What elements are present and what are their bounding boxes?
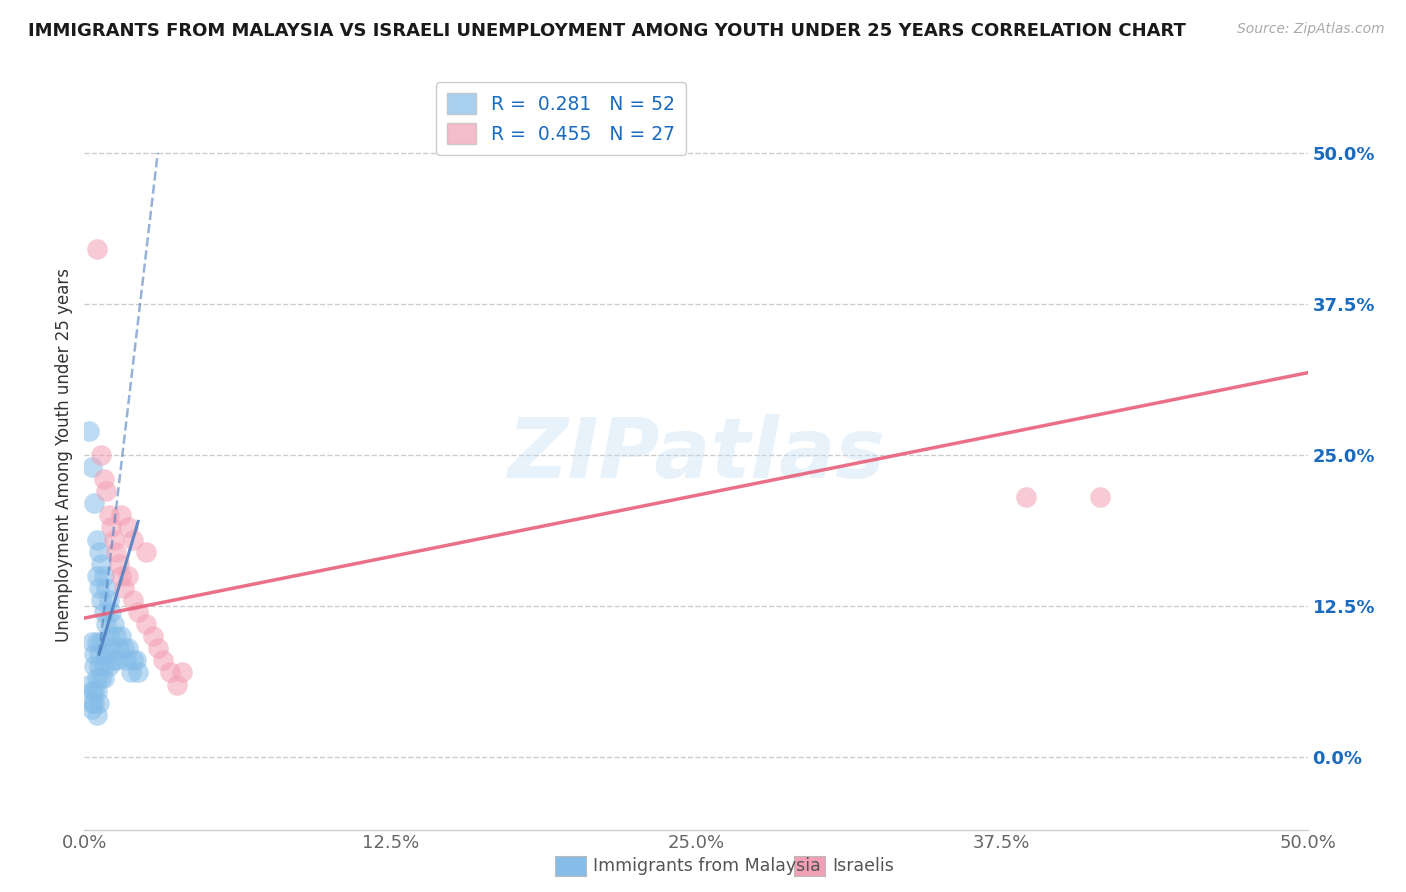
Point: [80, 460, 103, 475]
Point: [135, 544, 157, 558]
Point: [97, 593, 120, 607]
Point: [166, 677, 188, 691]
Point: [100, 641, 122, 656]
Point: [97, 629, 120, 643]
Point: [80, 702, 103, 716]
Point: [127, 605, 149, 619]
Point: [100, 605, 122, 619]
Point: [172, 665, 194, 680]
Point: [90, 593, 112, 607]
Text: Immigrants from Malaysia: Immigrants from Malaysia: [593, 857, 821, 875]
Point: [1015, 490, 1038, 504]
Point: [86, 243, 108, 257]
Point: [83, 496, 105, 510]
Point: [110, 508, 132, 523]
Point: [80, 683, 103, 698]
Point: [159, 665, 181, 680]
Point: [93, 472, 115, 486]
Point: [90, 672, 112, 686]
Point: [86, 683, 108, 698]
Point: [80, 635, 103, 649]
Point: [117, 520, 139, 534]
Point: [90, 635, 112, 649]
Text: Source: ZipAtlas.com: Source: ZipAtlas.com: [1237, 22, 1385, 37]
Point: [93, 659, 115, 673]
Point: [90, 448, 112, 462]
Point: [86, 568, 108, 582]
Point: [83, 696, 105, 710]
Point: [105, 544, 128, 558]
Point: [120, 665, 142, 680]
Point: [87, 696, 110, 710]
Point: [96, 581, 118, 595]
Point: [93, 672, 115, 686]
Point: [107, 641, 129, 656]
Point: [97, 659, 120, 673]
Point: [87, 581, 110, 595]
Point: [103, 533, 125, 547]
Point: [103, 653, 125, 667]
Point: [117, 568, 139, 582]
Point: [117, 641, 139, 656]
Point: [93, 605, 115, 619]
Point: [83, 683, 105, 698]
Point: [122, 653, 145, 667]
Point: [86, 635, 108, 649]
Point: [96, 484, 118, 499]
Point: [100, 520, 122, 534]
Y-axis label: Unemployment Among Youth under 25 years: Unemployment Among Youth under 25 years: [55, 268, 73, 642]
Text: ZIPatlas: ZIPatlas: [508, 415, 884, 495]
Legend: R =  0.281   N = 52, R =  0.455   N = 27: R = 0.281 N = 52, R = 0.455 N = 27: [436, 82, 686, 155]
Point: [83, 648, 105, 662]
Point: [110, 568, 132, 582]
Point: [112, 641, 135, 656]
Point: [125, 653, 148, 667]
Text: Israelis: Israelis: [832, 857, 894, 875]
Point: [90, 557, 112, 571]
Point: [112, 581, 135, 595]
Point: [77, 424, 100, 438]
Point: [87, 659, 110, 673]
Point: [86, 533, 108, 547]
Point: [107, 557, 129, 571]
Point: [97, 508, 120, 523]
Point: [152, 653, 174, 667]
Point: [110, 629, 132, 643]
Point: [142, 629, 165, 643]
Point: [86, 672, 108, 686]
Point: [80, 696, 103, 710]
Text: IMMIGRANTS FROM MALAYSIA VS ISRAELI UNEMPLOYMENT AMONG YOUTH UNDER 25 YEARS CORR: IMMIGRANTS FROM MALAYSIA VS ISRAELI UNEM…: [28, 22, 1187, 40]
Point: [96, 648, 118, 662]
Point: [1088, 490, 1111, 504]
Point: [86, 707, 108, 722]
Point: [87, 544, 110, 558]
Point: [146, 641, 169, 656]
Point: [135, 617, 157, 632]
Point: [83, 659, 105, 673]
Point: [103, 617, 125, 632]
Point: [96, 617, 118, 632]
Point: [77, 677, 100, 691]
Point: [115, 653, 138, 667]
Point: [87, 648, 110, 662]
Point: [122, 533, 145, 547]
Point: [127, 665, 149, 680]
Point: [122, 593, 145, 607]
Point: [93, 568, 115, 582]
Point: [105, 653, 128, 667]
Point: [105, 629, 128, 643]
